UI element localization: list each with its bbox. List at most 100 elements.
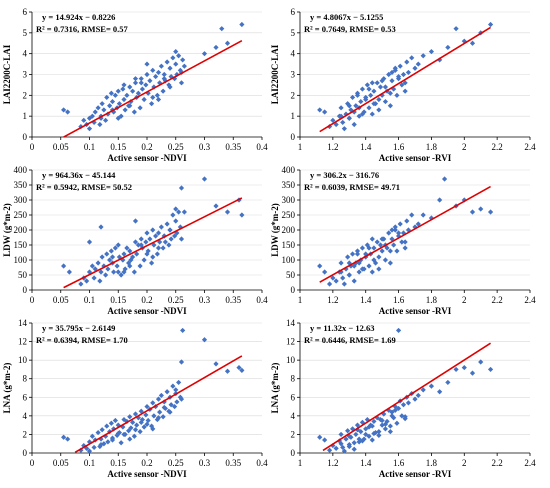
data-point: [382, 426, 389, 432]
data-point: [349, 426, 356, 432]
data-point: [379, 417, 385, 424]
data-point: [356, 113, 362, 119]
y-tick-label: 0: [291, 448, 296, 458]
y-tick-label: 14: [18, 318, 28, 328]
data-point: [379, 236, 385, 242]
data-point: [155, 96, 162, 103]
y-tick-label: 4: [291, 49, 296, 59]
data-point: [181, 209, 187, 215]
data-point: [144, 251, 150, 257]
data-point: [108, 248, 114, 254]
data-point: [118, 440, 124, 446]
data-point: [92, 109, 98, 115]
data-point: [144, 230, 150, 236]
data-point: [137, 263, 143, 269]
data-point: [384, 418, 390, 425]
data-point: [461, 364, 467, 371]
data-point: [99, 427, 105, 433]
data-point: [387, 423, 393, 429]
y-tick-label: 8: [23, 374, 28, 384]
data-point: [115, 269, 121, 275]
data-point: [109, 437, 116, 443]
data-point: [127, 84, 133, 90]
x-axis-title: Active sensor -NDVI: [107, 469, 187, 479]
x-tick-label: 1.6: [393, 295, 405, 305]
data-point: [405, 400, 412, 406]
data-point: [379, 422, 385, 428]
data-point: [224, 368, 231, 374]
data-point: [157, 409, 163, 415]
data-point: [376, 96, 382, 103]
data-point: [351, 440, 357, 446]
data-point: [108, 420, 114, 426]
data-point: [173, 206, 179, 212]
data-point: [116, 101, 122, 107]
regression-equation: y = 306.2x − 316.76: [310, 170, 379, 180]
fit-statistics: R² = 0.6394, RMSE= 1.70: [36, 335, 128, 345]
data-point: [153, 233, 159, 239]
y-tick-label: 0: [23, 448, 28, 458]
x-tick-label: 2.2: [492, 295, 503, 305]
x-axis-title: Active sensor -RVI: [379, 306, 452, 316]
data-point: [160, 245, 166, 251]
data-point: [376, 432, 382, 438]
data-point: [469, 370, 476, 376]
data-point: [387, 90, 393, 96]
data-point: [330, 442, 336, 449]
y-tick-label: 300: [14, 195, 28, 205]
data-point: [154, 92, 160, 98]
x-tick-label: 0.15: [110, 458, 126, 468]
data-point: [239, 367, 245, 373]
y-tick-label: 4: [291, 411, 296, 421]
panel-6: 0 2 4 6 8 10 12 14 1 1.2 1.4 1.6 1.8 2 2.2 2.4 y = 11.32…: [270, 318, 536, 479]
x-tick-label: 0: [30, 142, 35, 152]
data-point: [322, 437, 328, 443]
data-point: [150, 227, 156, 233]
data-point: [384, 245, 390, 251]
x-tick-label: 0.35: [225, 458, 241, 468]
data-point: [162, 239, 168, 245]
data-point: [132, 239, 139, 245]
y-tick-label: 100: [282, 255, 296, 265]
data-point: [376, 266, 382, 272]
regression-line: [74, 355, 243, 454]
data-point: [201, 337, 208, 343]
data-point: [155, 69, 162, 76]
data-point: [104, 423, 110, 429]
regression-equation: y = 35.795x − 2.6149: [42, 323, 115, 333]
x-axis-title: Active sensor -RVI: [379, 469, 452, 479]
data-point: [138, 419, 144, 425]
y-axis-title: LAI2200C-LAI: [2, 44, 12, 104]
data-point: [99, 101, 105, 107]
data-point: [143, 239, 149, 245]
x-tick-label: 0.3: [199, 458, 211, 468]
data-point: [178, 80, 185, 86]
fit-statistics: R² = 0.7649, RMSE= 0.53: [304, 24, 396, 34]
data-point: [402, 245, 408, 251]
y-tick-label: 0: [23, 132, 28, 142]
x-tick-label: 0.25: [168, 295, 184, 305]
data-point: [86, 439, 93, 445]
data-point: [397, 221, 403, 227]
x-tick-label: 1: [298, 458, 303, 468]
regression-equation: y = 4.8067x − 5.1255: [310, 12, 383, 22]
data-point: [134, 422, 140, 428]
data-point: [173, 387, 179, 393]
data-point: [395, 73, 402, 80]
data-point: [181, 63, 187, 69]
x-tick-label: 0.3: [199, 142, 211, 152]
data-point: [141, 96, 147, 103]
data-point: [386, 71, 392, 78]
x-tick-label: 0.15: [110, 142, 126, 152]
data-point: [409, 212, 415, 218]
data-point: [160, 88, 166, 94]
data-point: [178, 185, 185, 191]
data-point: [354, 92, 361, 98]
data-point: [98, 224, 104, 230]
y-axis-title: LNA (g*m-2): [2, 363, 12, 414]
y-tick-label: 350: [14, 180, 28, 190]
data-point: [428, 215, 435, 221]
data-point: [149, 260, 155, 266]
data-point: [453, 26, 459, 32]
data-point: [141, 424, 147, 430]
